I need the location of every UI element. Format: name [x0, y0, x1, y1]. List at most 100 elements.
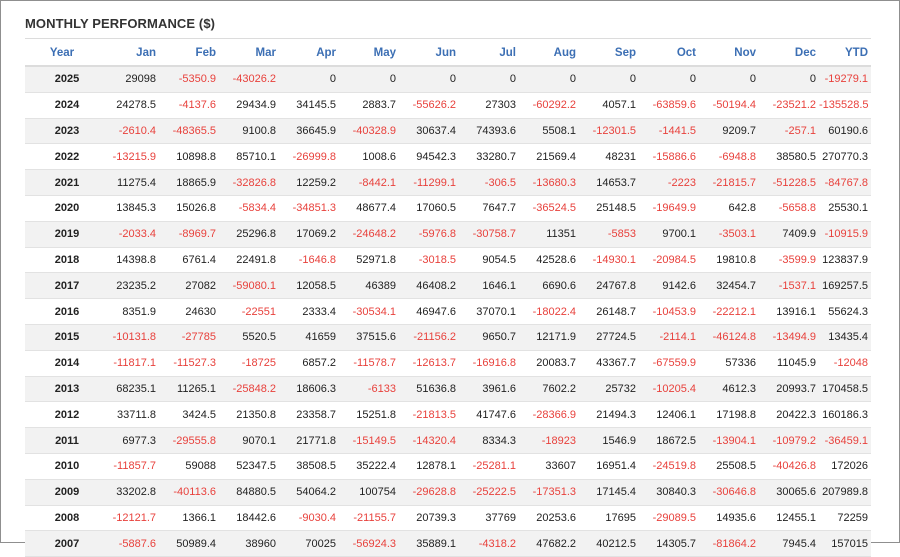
- value-cell: -48365.5: [159, 118, 219, 145]
- table-body: 2025 29098 -5350.9 -43026.2 0 0 0 0 0 0 0 0 0 -19279.…: [25, 66, 871, 557]
- value-cell: 54064.2: [279, 479, 339, 506]
- value-cell: 14935.6: [699, 505, 759, 532]
- value-cell: 23235.2: [99, 272, 159, 300]
- value-cell: -3018.5: [399, 247, 459, 274]
- value-cell: 11265.1: [159, 376, 219, 403]
- value-cell: 38960: [219, 530, 279, 557]
- year-cell: 2019: [25, 221, 99, 248]
- value-cell: -1537.1: [759, 272, 819, 300]
- value-cell: 50989.4: [159, 530, 219, 557]
- value-cell: -13680.3: [519, 169, 579, 196]
- table-row: 2020 13845.3 15026.8 -5834.4 -34851.3 48677.4…: [25, 195, 871, 222]
- value-cell: -11578.7: [339, 350, 399, 377]
- value-cell: 72259: [819, 505, 871, 532]
- value-cell: 18672.5: [639, 427, 699, 454]
- value-cell: -25222.5: [459, 479, 519, 506]
- value-cell: 9054.5: [459, 247, 519, 274]
- value-cell: 48231: [579, 143, 639, 171]
- value-cell: -23521.2: [759, 92, 819, 119]
- value-cell: 17060.5: [399, 195, 459, 222]
- value-cell: 11045.9: [759, 350, 819, 377]
- value-cell: 4057.1: [579, 92, 639, 119]
- value-cell: 37515.6: [339, 324, 399, 351]
- value-cell: 12878.1: [399, 453, 459, 480]
- year-cell: 2020: [25, 195, 99, 222]
- value-cell: 12259.2: [279, 169, 339, 196]
- value-cell: 85710.1: [219, 143, 279, 171]
- value-cell: 26148.7: [579, 298, 639, 325]
- value-cell: 642.8: [699, 195, 759, 222]
- value-cell: 59088: [159, 453, 219, 480]
- value-cell: -21156.2: [399, 324, 459, 351]
- value-cell: -56924.3: [339, 530, 399, 557]
- column-header-oct: Oct: [639, 41, 699, 67]
- value-cell: 11275.4: [99, 169, 159, 196]
- year-cell: 2015: [25, 324, 99, 351]
- year-cell: 2023: [25, 118, 99, 145]
- value-cell: 27724.5: [579, 324, 639, 351]
- value-cell: -34851.3: [279, 195, 339, 222]
- value-cell: 18865.9: [159, 169, 219, 196]
- value-cell: 47682.2: [519, 530, 579, 557]
- value-cell: 52347.5: [219, 453, 279, 480]
- value-cell: 9070.1: [219, 427, 279, 454]
- value-cell: 12171.9: [519, 324, 579, 351]
- value-cell: 35889.1: [399, 530, 459, 557]
- value-cell: 160186.3: [819, 401, 871, 429]
- value-cell: 1008.6: [339, 143, 399, 171]
- value-cell: 38508.5: [279, 453, 339, 480]
- value-cell: -5887.6: [99, 530, 159, 557]
- table-row: 2024 24278.5 -4137.6 29434.9 34145.5 2883.7 -5…: [25, 92, 871, 119]
- value-cell: 20253.6: [519, 505, 579, 532]
- table-row: 2023 -2610.4 -48365.5 9100.8 36645.9 -40328.9…: [25, 118, 871, 145]
- value-cell: 6690.6: [519, 272, 579, 300]
- table-row: 2010 -11857.7 59088 52347.5 38508.5 35222.4 12…: [25, 453, 871, 480]
- value-cell: -11527.3: [159, 350, 219, 377]
- value-cell: 46389: [339, 272, 399, 300]
- value-cell: -29089.5: [639, 505, 699, 532]
- value-cell: -59080.1: [219, 272, 279, 300]
- value-cell: -4318.2: [459, 530, 519, 557]
- value-cell: 9700.1: [639, 221, 699, 248]
- value-cell: -63859.6: [639, 92, 699, 119]
- value-cell: 12406.1: [639, 401, 699, 429]
- value-cell: 13435.4: [819, 324, 871, 351]
- value-cell: 13845.3: [99, 195, 159, 222]
- value-cell: 12455.1: [759, 505, 819, 532]
- value-cell: 20993.7: [759, 376, 819, 403]
- value-cell: 157015: [819, 530, 871, 557]
- value-cell: 14653.7: [579, 169, 639, 196]
- value-cell: -60292.2: [519, 92, 579, 119]
- value-cell: 25530.1: [819, 195, 871, 222]
- table-row: 2008 -12121.7 1366.1 18442.6 -9030.4 -21155.7…: [25, 505, 871, 532]
- value-cell: -43026.2: [219, 66, 279, 93]
- value-cell: 41659: [279, 324, 339, 351]
- value-cell: -46124.8: [699, 324, 759, 351]
- value-cell: 17198.8: [699, 401, 759, 429]
- value-cell: 19810.8: [699, 247, 759, 274]
- value-cell: 12058.5: [279, 272, 339, 300]
- value-cell: -11817.1: [99, 350, 159, 377]
- value-cell: 48677.4: [339, 195, 399, 222]
- value-cell: -51228.5: [759, 169, 819, 196]
- value-cell: 169257.5: [819, 272, 871, 300]
- value-cell: 30637.4: [399, 118, 459, 145]
- value-cell: -135528.5: [819, 92, 871, 119]
- value-cell: -25848.2: [219, 376, 279, 403]
- value-cell: 70025: [279, 530, 339, 557]
- value-cell: -36524.5: [519, 195, 579, 222]
- value-cell: -81864.2: [699, 530, 759, 557]
- value-cell: 7602.2: [519, 376, 579, 403]
- value-cell: -8969.7: [159, 221, 219, 248]
- value-cell: 1546.9: [579, 427, 639, 454]
- year-cell: 2018: [25, 247, 99, 274]
- value-cell: 68235.1: [99, 376, 159, 403]
- value-cell: -4137.6: [159, 92, 219, 119]
- value-cell: 51636.8: [399, 376, 459, 403]
- value-cell: 41747.6: [459, 401, 519, 429]
- value-cell: 94542.3: [399, 143, 459, 171]
- title-divider: [25, 38, 871, 39]
- value-cell: 123837.9: [819, 247, 871, 274]
- value-cell: 18442.6: [219, 505, 279, 532]
